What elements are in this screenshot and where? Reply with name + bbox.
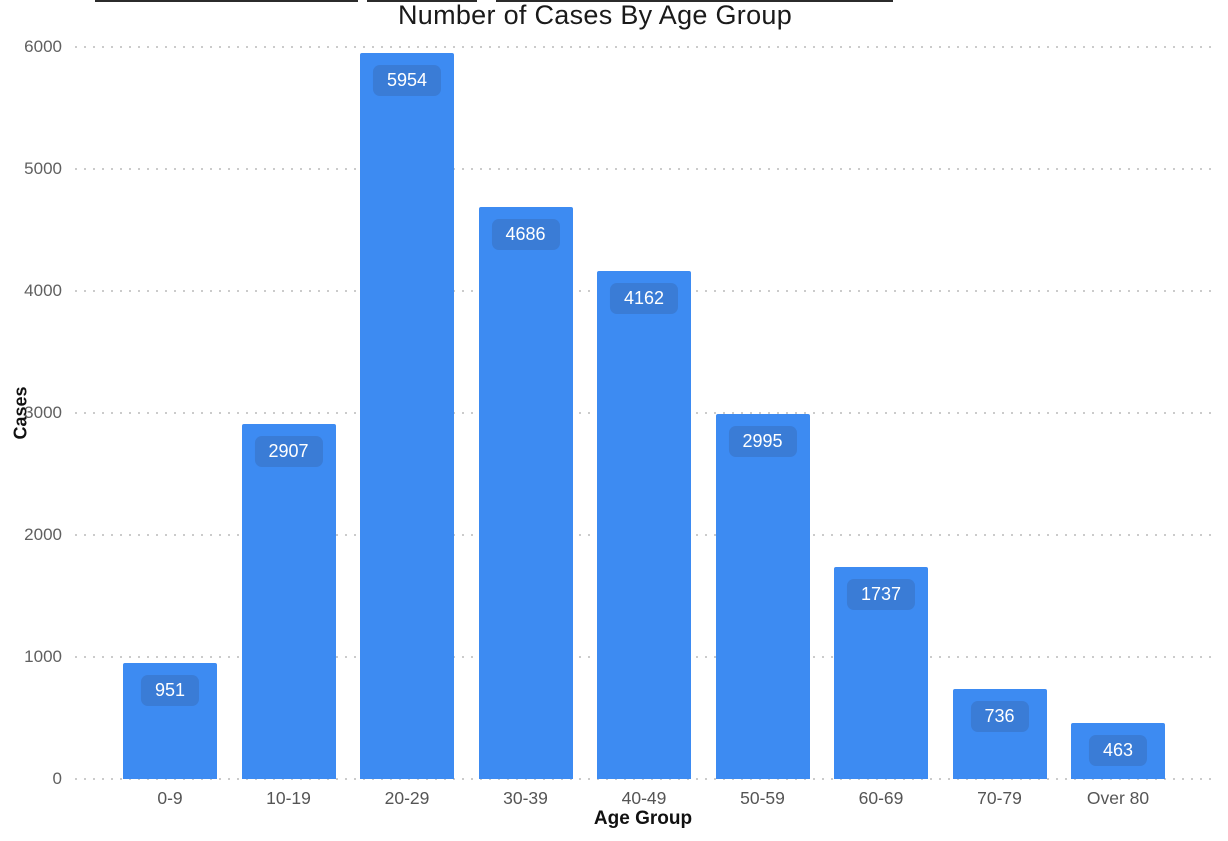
bar-value-label: 4686: [491, 219, 560, 251]
y-tick-label: 5000: [24, 159, 62, 178]
gridline: [75, 46, 1212, 48]
bar-value-label: 2995: [728, 425, 797, 457]
bar-value-label: 2907: [254, 436, 323, 468]
top-crop-artifact: [95, 0, 358, 2]
y-tick-label: 2000: [24, 525, 62, 544]
bar-value-label: 5954: [372, 64, 442, 96]
bar-value-label: 1737: [846, 579, 916, 611]
gridline: [75, 778, 1212, 780]
x-tick-label: 20-29: [384, 788, 430, 808]
x-tick-label: 70-79: [977, 788, 1022, 808]
gridline: [75, 168, 1212, 170]
x-axis-title: Age Group: [593, 808, 693, 829]
chart-title: Number of Cases By Age Group: [397, 0, 793, 30]
y-tick-label: 1000: [24, 647, 62, 666]
y-tick-label: 0: [52, 769, 62, 788]
y-tick-label: 6000: [24, 37, 62, 56]
top-crop-artifact: [367, 0, 477, 2]
bar-10-19[interactable]: [241, 424, 336, 779]
y-tick-label: 4000: [24, 281, 62, 300]
bar-value-label: 951: [140, 674, 200, 706]
x-tick-label: 30-39: [503, 788, 548, 808]
bar-30-39[interactable]: [478, 207, 573, 779]
bar-20-29[interactable]: [360, 52, 454, 779]
top-crop-artifact: [496, 0, 893, 2]
bar-50-59[interactable]: [715, 413, 810, 779]
x-tick-label: 40-49: [621, 788, 667, 808]
x-tick-label: 0-9: [157, 788, 183, 808]
x-tick-label: Over 80: [1086, 788, 1150, 808]
bar-40-49[interactable]: [597, 271, 691, 779]
bar-value-label: 4162: [609, 283, 679, 315]
bar-value-label: 463: [1088, 734, 1148, 766]
x-tick-label: 60-69: [858, 788, 904, 808]
x-tick-label: 50-59: [740, 788, 785, 808]
bar-value-label: 736: [970, 701, 1029, 733]
x-tick-label: 10-19: [266, 788, 311, 808]
y-tick-label: 3000: [24, 403, 62, 422]
